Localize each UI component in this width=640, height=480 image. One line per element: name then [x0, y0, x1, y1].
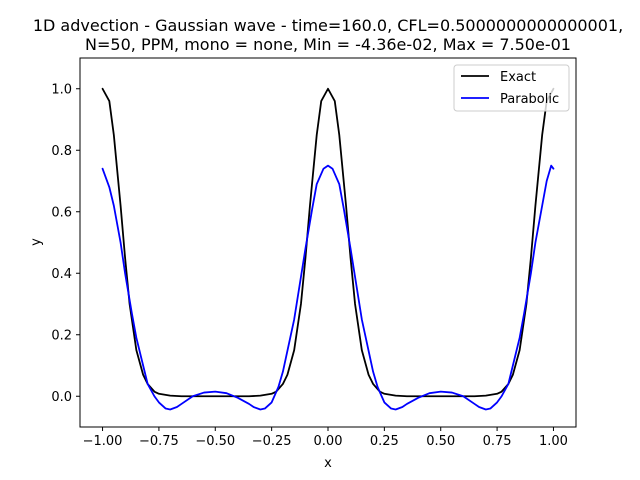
y-tick-label: 0.6	[51, 205, 72, 220]
x-tick-label: 0.00	[314, 434, 343, 449]
chart-title-line-2: N=50, PPM, mono = none, Min = -4.36e-02,…	[85, 35, 571, 54]
legend-label-exact: Exact	[500, 70, 536, 85]
x-tick-label: 0.75	[483, 434, 512, 449]
series-line-exact	[101, 87, 555, 398]
x-axis-label: x	[324, 456, 332, 471]
x-tick-label: 0.25	[370, 434, 399, 449]
legend-label-parabolic: Parabolic	[500, 92, 559, 107]
series-layer	[101, 87, 555, 411]
y-tick-label: 0.4	[51, 267, 72, 282]
x-tick-label: −0.75	[139, 434, 179, 449]
chart-title-line-1: 1D advection - Gaussian wave - time=160.…	[33, 16, 623, 35]
legend: Exact Parabolic	[453, 64, 570, 112]
x-tick-label: 1.00	[539, 434, 568, 449]
x-tick-label: 0.50	[426, 434, 455, 449]
y-axis-label: y	[29, 238, 44, 246]
x-tick-label: −0.25	[252, 434, 292, 449]
y-tick-label: 1.0	[51, 82, 72, 97]
y-tick-label: 0.8	[51, 144, 72, 159]
plot-area: −1.00 −0.75 −0.50 −0.25 0.00 0.25 0.50 0.75 1.00…	[51, 57, 577, 449]
x-axis-ticks: −1.00 −0.75 −0.50 −0.25 0.00 0.25 0.50 0.75 1.00	[83, 427, 568, 449]
x-tick-label: −0.50	[195, 434, 235, 449]
y-tick-label: 0.2	[51, 328, 72, 343]
y-axis-ticks: 0.0 0.2 0.4 0.6 0.8 1.0	[51, 82, 80, 405]
y-tick-label: 0.0	[51, 390, 72, 405]
x-tick-label: −1.00	[83, 434, 123, 449]
series-line-parabolic	[101, 164, 555, 411]
